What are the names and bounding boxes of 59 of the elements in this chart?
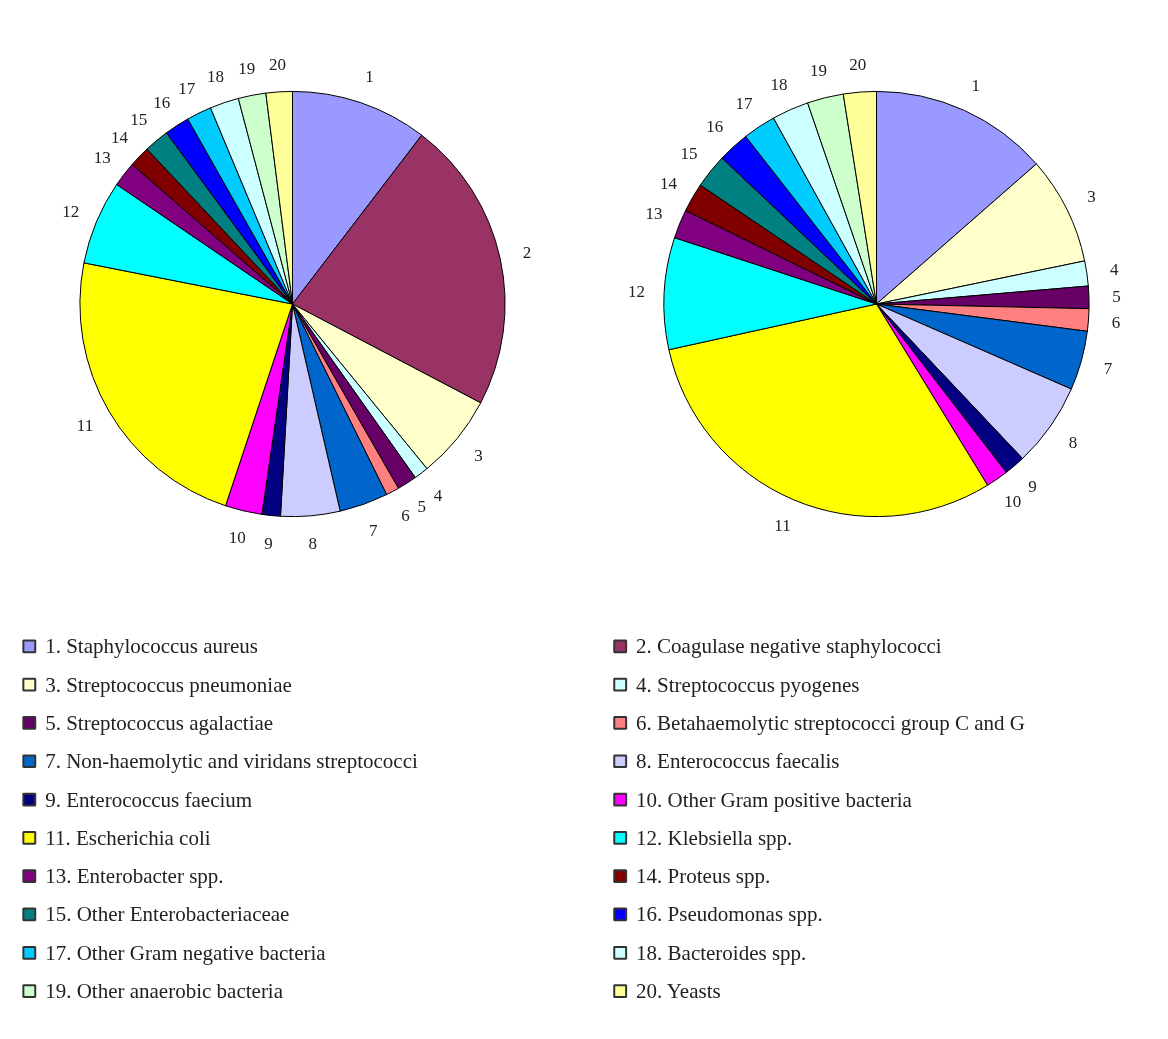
slice-label: 19 [810,61,828,81]
legend-label: 18. Bacteroides spp. [636,940,807,965]
text: 6 [401,506,410,526]
slice-label: 6 [1111,312,1121,332]
slice-label: 5 [1112,286,1121,306]
legend-label: 17. Other Gram negative bacteria [45,940,327,965]
legend-label: 7. Non-haemolytic and viridans streptococci [45,749,418,774]
slice-label: 4 [1109,259,1119,279]
slice-label: 7 [1103,358,1113,378]
text: 17 [178,78,196,98]
text: 3 [474,446,483,466]
legend-label: 8. Enterococcus faecalis [636,749,840,774]
text: 16 [153,92,171,112]
legend-label: 3. Streptococcus pneumoniae [45,672,292,697]
slice-label: 15 [680,144,698,164]
legend-label: 2. Coagulase negative staphylococci [636,634,942,659]
legend-label: 13. Enterobacter spp. [45,864,224,889]
slice-label: 20 [849,54,867,74]
slice-label: 8 [1068,432,1078,452]
text: 11 [76,415,94,435]
slice-label: 16 [706,116,724,136]
slice-label: 13 [645,203,663,223]
legend-label: 12. Klebsiella spp. [636,825,793,850]
text: 5 [417,496,427,516]
slice-label: 12 [628,282,646,302]
legend-label: 16. Pseudomonas spp. [636,902,823,927]
legend-label: 15. Other Enterobacteriaceae [45,902,290,927]
slice-label: 3 [1087,187,1096,207]
legend-label: 20. Yeasts [636,979,721,1004]
text: 1 [365,66,374,86]
legend-label: 19. Other anaerobic bacteria [45,979,284,1004]
slice-label: 14 [660,174,678,194]
slice-label: 11 [774,515,791,535]
text: 12 [62,201,80,221]
text: 19 [238,58,256,78]
text: 8 [308,533,318,553]
slice-label: 1 [971,75,980,95]
legend-label: 9. Enterococcus faecium [45,787,253,812]
legend-label: 4. Streptococcus pyogenes [636,672,860,697]
slice-label: 10 [1004,492,1022,512]
text: 14 [110,127,128,147]
text: 13 [93,147,111,167]
legend-label: 5. Streptococcus agalactiae [45,710,274,735]
text: 10 [228,528,246,548]
slice-label: 9 [1028,477,1037,497]
legend-label: 14. Proteus spp. [636,864,771,889]
legend-label: 10. Other Gram positive bacteria [636,787,913,812]
slice-label: 17 [735,94,753,114]
text: 20 [268,54,286,74]
legend-label: 11. Escherichia coli [45,825,211,850]
text: 9 [264,533,273,553]
text: 2 [522,242,532,262]
slice-label: 18 [770,74,788,94]
text: 7 [368,520,378,540]
text: 18 [206,66,224,86]
text: 4 [433,485,443,505]
legend-label: 1. Staphylococcus aureus [45,634,259,659]
text: 15 [130,109,148,129]
legend-label: 6. Betahaemolytic streptococci group C and G [636,710,1026,735]
